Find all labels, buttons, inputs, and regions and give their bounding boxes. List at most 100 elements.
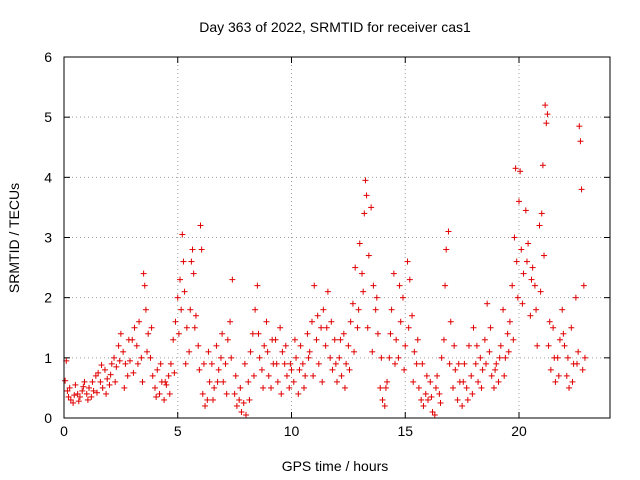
data-point: [479, 366, 486, 373]
data-point: [106, 381, 113, 388]
data-point: [463, 384, 470, 391]
data-point: [92, 372, 99, 379]
data-point: [290, 378, 297, 385]
data-point: [263, 318, 270, 325]
data-point: [70, 399, 77, 406]
data-point: [505, 348, 512, 355]
data-point: [564, 354, 571, 361]
data-point: [409, 312, 416, 319]
data-point: [104, 375, 111, 382]
data-point: [95, 369, 102, 376]
data-point: [359, 270, 366, 277]
data-point: [551, 354, 558, 361]
data-point: [149, 372, 156, 379]
data-point: [224, 336, 231, 343]
data-point: [377, 384, 384, 391]
data-point: [436, 390, 443, 397]
data-point: [182, 360, 189, 367]
data-point: [167, 360, 174, 367]
data-point: [414, 336, 421, 343]
data-point: [502, 354, 509, 361]
data-point: [186, 348, 193, 355]
data-point: [72, 381, 79, 388]
y-tick-label: 5: [44, 109, 52, 125]
data-point: [364, 324, 371, 331]
data-point: [455, 360, 462, 367]
data-point: [413, 360, 420, 367]
data-point: [313, 336, 320, 343]
data-point: [291, 336, 298, 343]
data-point: [537, 288, 544, 295]
data-point: [369, 348, 376, 355]
data-point: [566, 384, 573, 391]
data-point: [165, 372, 172, 379]
data-point: [438, 354, 445, 361]
data-point: [337, 336, 344, 343]
data-point: [66, 384, 73, 391]
data-point: [64, 387, 71, 394]
data-point: [469, 390, 476, 397]
data-point: [175, 330, 182, 337]
data-point: [475, 378, 482, 385]
data-point: [452, 366, 459, 373]
data-point: [446, 360, 453, 367]
x-tick-label: 0: [60, 423, 68, 439]
data-point: [434, 372, 441, 379]
x-tick-label: 5: [174, 423, 182, 439]
data-point: [84, 396, 91, 403]
data-point: [147, 354, 154, 361]
data-point: [401, 366, 408, 373]
data-point: [501, 372, 508, 379]
data-point: [495, 378, 502, 385]
data-point: [198, 246, 205, 253]
x-axis-label: GPS time / hours: [282, 458, 389, 474]
x-axis-ticks: 0 5 10 15 20: [60, 57, 527, 439]
data-point: [130, 369, 137, 376]
data-point: [396, 282, 403, 289]
data-point: [126, 357, 133, 364]
data-point: [520, 270, 527, 277]
data-point: [514, 294, 521, 301]
data-point: [142, 306, 149, 313]
data-point: [261, 342, 268, 349]
data-point: [213, 342, 220, 349]
data-point: [343, 360, 350, 367]
data-point: [233, 402, 240, 409]
data-point: [99, 384, 106, 391]
data-point: [293, 354, 300, 361]
data-point: [545, 342, 552, 349]
data-point: [534, 342, 541, 349]
data-point: [86, 384, 93, 391]
data-point: [454, 396, 461, 403]
data-point: [178, 306, 185, 313]
data-point: [116, 357, 123, 364]
data-point: [136, 318, 143, 325]
data-point: [265, 372, 272, 379]
data-point: [97, 378, 104, 385]
data-point: [254, 282, 261, 289]
data-point: [210, 396, 217, 403]
data-point: [103, 390, 110, 397]
data-point: [281, 360, 288, 367]
data-point: [113, 363, 120, 370]
data-point: [215, 366, 222, 373]
data-point: [320, 306, 327, 313]
x-tick-label: 15: [397, 423, 413, 439]
data-point: [576, 123, 583, 130]
data-point: [264, 348, 271, 355]
data-point: [192, 312, 199, 319]
data-point: [533, 306, 540, 313]
data-point: [181, 288, 188, 295]
data-point: [397, 318, 404, 325]
data-point: [513, 258, 520, 265]
data-point: [295, 390, 302, 397]
data-point: [258, 366, 265, 373]
y-tick-label: 6: [44, 49, 52, 65]
data-point: [237, 384, 244, 391]
data-point: [89, 378, 96, 385]
data-point: [390, 270, 397, 277]
data-point: [328, 318, 335, 325]
data-point: [76, 393, 83, 400]
x-tick-label: 20: [511, 423, 527, 439]
data-point: [423, 372, 430, 379]
